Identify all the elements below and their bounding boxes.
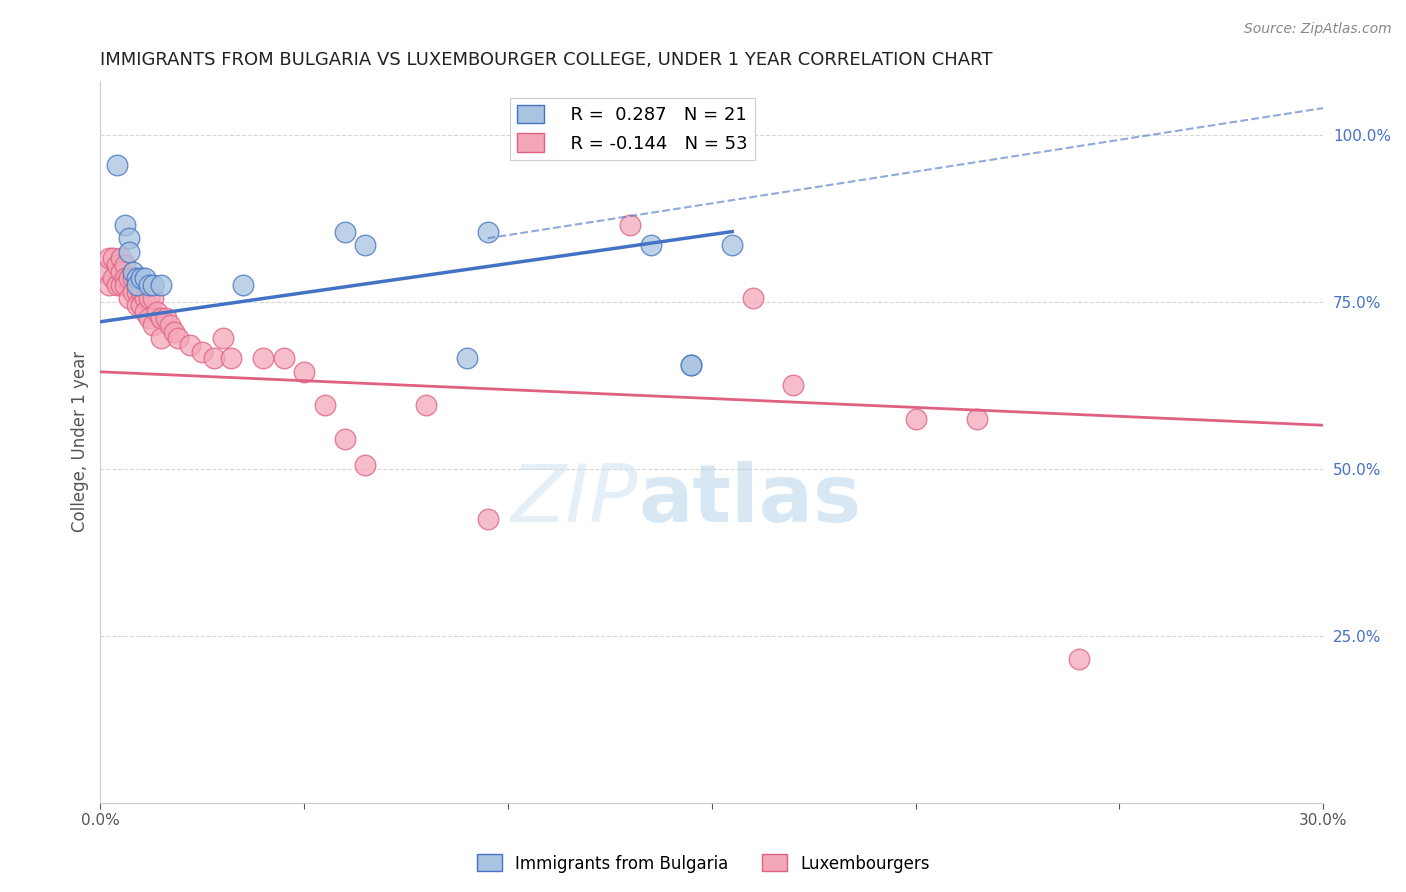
Point [122,285,145,299]
Point [125,271,148,285]
Point [110,265,132,279]
Point [721,238,744,252]
Point [142,278,165,293]
Text: IMMIGRANTS FROM BULGARIA VS LUXEMBOURGER COLLEGE, UNDER 1 YEAR CORRELATION CHART: IMMIGRANTS FROM BULGARIA VS LUXEMBOURGER… [100,51,993,69]
Point [204,351,226,366]
Point [681,358,703,372]
Point [273,351,295,366]
Point [966,411,988,425]
Point [138,291,160,305]
Point [904,411,927,425]
Point [101,252,124,266]
Y-axis label: College, Under 1 year: College, Under 1 year [72,351,89,533]
Point [138,278,160,293]
Point [142,318,165,332]
Point [114,278,136,293]
Point [134,271,156,285]
Point [150,331,173,345]
Point [146,304,169,318]
Point [101,271,124,285]
Point [114,271,136,285]
Point [129,285,152,299]
Point [354,458,377,473]
Point [122,271,145,285]
Point [110,252,132,266]
Point [333,432,356,446]
Point [211,331,233,345]
Point [232,278,254,293]
Point [415,398,437,412]
Point [166,331,188,345]
Point [105,158,128,172]
Point [159,318,181,332]
Point [134,304,156,318]
Point [179,338,201,352]
Text: Source: ZipAtlas.com: Source: ZipAtlas.com [1244,22,1392,37]
Point [333,225,356,239]
Point [118,244,141,259]
Point [105,258,128,272]
Point [97,278,120,293]
Point [110,278,132,293]
Point [292,365,315,379]
Point [122,265,145,279]
Point [134,291,156,305]
Point [97,252,120,266]
Point [163,325,186,339]
Point [125,285,148,299]
Point [782,378,804,392]
Point [125,298,148,312]
Point [118,271,141,285]
Point [155,311,177,326]
Point [477,512,499,526]
Point [681,358,703,372]
Point [191,344,214,359]
Point [125,278,148,293]
Point [129,298,152,312]
Point [129,271,152,285]
Point [741,291,763,305]
Point [150,311,173,326]
Point [105,278,128,293]
Point [477,225,499,239]
Point [640,238,662,252]
Legend:   R =  0.287   N = 21,   R = -0.144   N = 53: R = 0.287 N = 21, R = -0.144 N = 53 [510,97,755,160]
Point [1067,652,1090,666]
Point [118,291,141,305]
Point [138,311,160,326]
Point [114,258,136,272]
Legend: Immigrants from Bulgaria, Luxembourgers: Immigrants from Bulgaria, Luxembourgers [470,847,936,880]
Point [114,218,136,232]
Point [314,398,336,412]
Text: atlas: atlas [638,460,862,539]
Point [142,291,165,305]
Point [619,218,641,232]
Text: ZIP: ZIP [510,460,638,539]
Point [150,278,173,293]
Point [219,351,242,366]
Point [93,265,115,279]
Point [354,238,377,252]
Point [252,351,274,366]
Point [118,231,141,245]
Point [456,351,478,366]
